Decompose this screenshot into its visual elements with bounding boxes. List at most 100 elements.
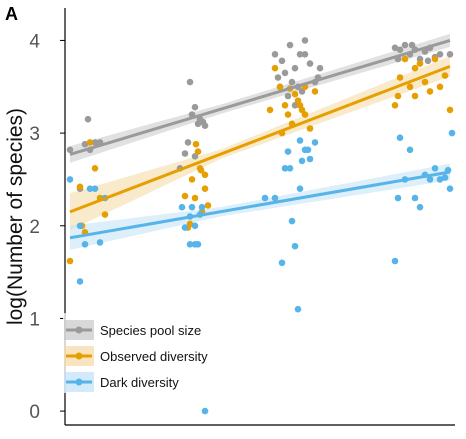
data-point-2 [66,176,74,183]
data-point-2 [411,194,419,202]
data-point-2 [191,241,199,248]
data-point-0 [271,51,279,58]
y-tick-label: 1 [29,309,40,330]
data-point-1 [271,64,279,72]
data-point-0 [401,41,409,49]
data-point-2 [278,259,286,267]
data-point-2 [96,239,104,246]
data-point-2 [298,157,306,165]
data-point-1 [396,74,404,81]
data-point-1 [76,183,84,191]
data-point-1 [86,139,94,146]
y-tick-label: 2 [29,217,40,238]
fit-line-2 [69,170,451,240]
data-point-0 [281,69,289,77]
data-point-2 [446,185,454,192]
data-point-2 [284,148,292,155]
data-point-1 [276,83,284,91]
legend-swatch-point [75,326,83,334]
data-point-2 [296,185,304,192]
data-point-2 [201,407,209,415]
data-point-2 [286,165,294,172]
data-point-1 [298,106,306,114]
data-point-1 [101,211,109,218]
data-point-0 [424,57,432,65]
y-tick-label: 3 [29,124,40,145]
data-point-1 [197,166,205,174]
data-point-1 [306,125,314,132]
data-point-2 [178,203,186,211]
data-point-0 [316,64,324,72]
data-point-0 [194,120,202,128]
data-point-0 [278,57,286,65]
data-point-1 [181,192,189,200]
data-point-1 [441,72,449,79]
data-point-0 [81,140,89,148]
data-point-1 [66,257,74,265]
data-point-0 [396,46,404,53]
data-point-1 [391,102,399,109]
fit-lines [69,38,451,240]
fit-line-0 [69,38,451,156]
data-point-0 [201,122,209,129]
data-point-0 [301,37,309,44]
data-point-0 [288,78,296,86]
data-point-2 [311,139,319,146]
data-point-1 [411,64,419,72]
data-point-1 [311,88,319,95]
legend-label: Species pool size [100,323,201,338]
ci-band-2 [70,163,450,250]
y-tick-label: 0 [29,402,40,423]
data-point-1 [204,202,212,209]
data-point-1 [192,140,200,148]
data-point-2 [441,174,449,181]
data-point-2 [306,155,314,163]
data-point-0 [274,74,282,81]
data-point-0 [306,60,314,67]
data-point-0 [186,78,194,86]
data-point-2 [394,194,402,202]
data-point-0 [181,150,189,157]
data-point-0 [191,103,199,111]
data-point-2 [76,222,84,230]
data-point-2 [91,185,99,192]
data-point-1 [186,220,194,228]
data-point-2 [304,146,312,154]
data-point-2 [86,185,94,192]
data-point-1 [426,88,434,95]
data-point-2 [294,305,302,313]
data-point-1 [281,102,289,109]
data-point-0 [416,55,424,63]
data-point-1 [416,60,424,67]
data-point-2 [416,203,424,211]
data-point-0 [284,92,292,100]
data-point-0 [391,44,399,52]
data-point-0 [191,153,199,160]
data-point-2 [261,194,269,202]
data-point-1 [446,106,454,114]
data-point-2 [288,217,296,225]
data-point-0 [296,51,304,58]
confidence-bands [70,33,450,250]
y-axis-label: log(Number of species) [4,108,27,325]
data-point-1 [291,90,299,98]
data-point-1 [266,106,274,114]
data-point-2 [396,134,404,141]
data-point-1 [201,171,209,179]
data-point-1 [188,176,196,183]
data-point-1 [431,55,439,63]
data-point-0 [91,139,99,146]
data-point-2 [291,242,299,250]
data-point-0 [184,139,192,146]
data-point-2 [296,137,304,144]
data-point-0 [291,64,299,72]
data-point-0 [446,51,454,58]
axes: 0 1 2 3 4 log(Number of species) [4,8,455,426]
fit-line-1 [69,64,451,214]
data-point-1 [201,185,209,192]
data-point-1 [401,55,409,63]
data-point-0 [301,51,309,58]
data-point-2 [426,176,434,183]
data-point-2 [81,241,89,248]
ci-band-1 [70,56,450,231]
